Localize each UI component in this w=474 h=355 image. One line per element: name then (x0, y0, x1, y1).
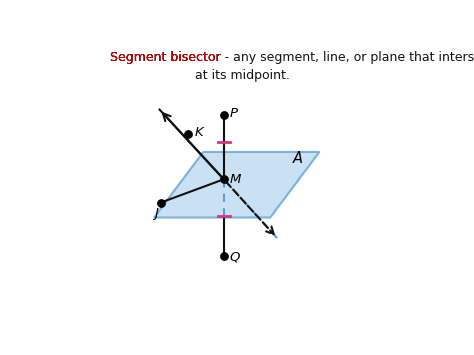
Point (184, 131, 192, 137)
Text: at its midpoint.: at its midpoint. (195, 69, 291, 82)
Point (220, 253, 228, 259)
Point (157, 200, 164, 205)
Text: K: K (194, 126, 203, 139)
Text: Segment bisector - any segment, line, or plane that intersects a segment: Segment bisector - any segment, line, or… (110, 51, 474, 64)
Point (220, 176, 228, 182)
Text: A: A (292, 151, 302, 166)
Text: J: J (155, 207, 158, 220)
Point (220, 112, 228, 118)
Text: M: M (230, 173, 241, 186)
Polygon shape (154, 152, 319, 218)
Text: Q: Q (230, 251, 240, 264)
Text: Segment bisector: Segment bisector (110, 51, 221, 64)
Text: P: P (230, 107, 238, 120)
Text: Segment bisector: Segment bisector (110, 51, 221, 64)
